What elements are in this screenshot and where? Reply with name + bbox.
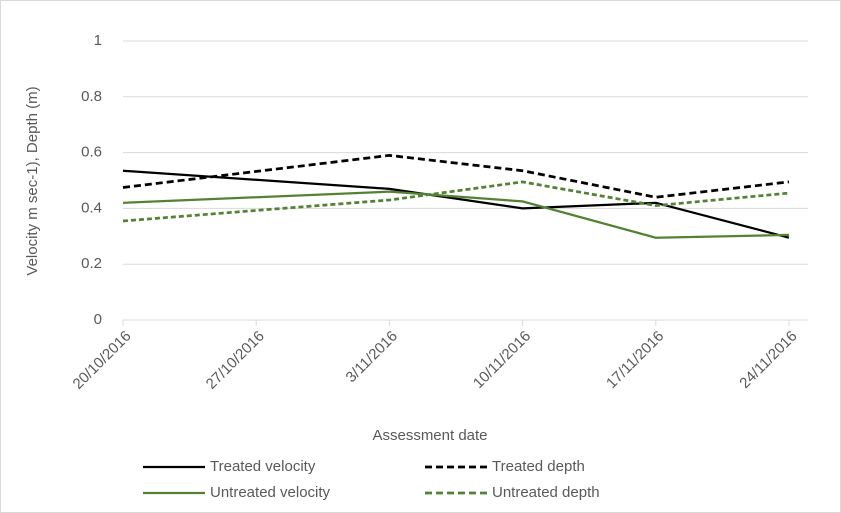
x-axis-title: Assessment date (372, 427, 487, 444)
legend-label: Untreated depth (492, 484, 600, 501)
y-tick-label: 1 (94, 32, 102, 49)
y-tick-label: 0.8 (81, 88, 102, 105)
legend-label: Treated velocity (210, 458, 316, 475)
y-tick-label: 0 (94, 311, 102, 328)
series-line (122, 154, 790, 199)
y-tick-label: 0.4 (81, 199, 102, 216)
y-tick-label: 0.2 (81, 255, 102, 272)
legend-label: Treated depth (492, 458, 585, 475)
legend-label: Untreated velocity (210, 484, 331, 501)
series-line (122, 190, 789, 239)
y-tick-label: 0.6 (81, 144, 102, 161)
series-line (122, 169, 790, 239)
y-axis-title: Velocity m sec-1), Depth (m) (24, 86, 41, 275)
series-line (122, 180, 790, 223)
